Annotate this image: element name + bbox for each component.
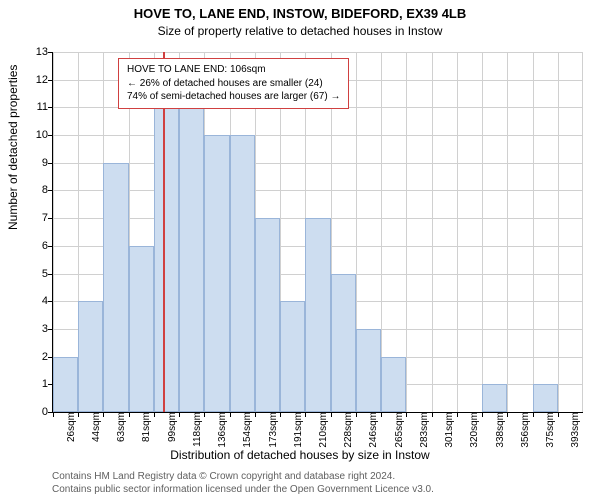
x-tick-label: 118sqm [192, 412, 198, 447]
x-tick-label: 154sqm [242, 412, 248, 448]
x-tick [507, 412, 508, 417]
bar [305, 218, 330, 412]
x-tick-label: 320sqm [469, 412, 475, 448]
x-tick-label: 265sqm [394, 412, 400, 448]
gridline-v [507, 52, 508, 412]
bar [179, 107, 204, 412]
x-tick-label: 173sqm [268, 412, 274, 448]
chart-container: HOVE TO LANE END: 106sqm ← 26% of detach… [52, 52, 582, 412]
x-tick-label: 26sqm [66, 412, 72, 442]
footer: Contains HM Land Registry data © Crown c… [52, 470, 434, 496]
y-tick-label: 13 [28, 46, 48, 58]
y-axis-label: Number of detached properties [6, 65, 20, 230]
gridline-h [53, 135, 583, 136]
gridline-h [53, 163, 583, 164]
bar [154, 80, 179, 412]
y-tick-label: 4 [28, 295, 48, 307]
y-tick-label: 0 [28, 406, 48, 418]
y-tick-label: 5 [28, 268, 48, 280]
bar [129, 246, 154, 412]
x-tick [255, 412, 256, 417]
x-tick-label: 283sqm [419, 412, 425, 448]
gridline-v [582, 52, 583, 412]
x-tick [53, 412, 54, 417]
bar [482, 384, 507, 412]
gridline-v [432, 52, 433, 412]
x-tick [533, 412, 534, 417]
x-tick [457, 412, 458, 417]
x-tick [280, 412, 281, 417]
gridline-h [53, 190, 583, 191]
bar [331, 274, 356, 412]
bar [78, 301, 103, 412]
gridline-v [457, 52, 458, 412]
x-tick [129, 412, 130, 417]
x-tick [154, 412, 155, 417]
y-tick-label: 10 [28, 129, 48, 141]
y-tick-label: 9 [28, 157, 48, 169]
x-tick [432, 412, 433, 417]
footer-line1: Contains HM Land Registry data © Crown c… [52, 470, 434, 483]
bar [280, 301, 305, 412]
x-tick [482, 412, 483, 417]
x-tick-label: 44sqm [91, 412, 97, 442]
annotation-line1: HOVE TO LANE END: 106sqm [127, 63, 340, 77]
x-tick-label: 99sqm [167, 412, 173, 442]
x-tick-label: 375sqm [545, 412, 551, 448]
y-tick-label: 7 [28, 212, 48, 224]
x-tick-label: 136sqm [217, 412, 223, 448]
x-tick [331, 412, 332, 417]
y-tick-label: 2 [28, 351, 48, 363]
x-tick-label: 210sqm [318, 412, 324, 448]
x-tick [103, 412, 104, 417]
y-tick-label: 12 [28, 74, 48, 86]
x-tick [305, 412, 306, 417]
bar [53, 357, 78, 412]
x-tick [558, 412, 559, 417]
footer-line2: Contains public sector information licen… [52, 483, 434, 496]
plot-area: HOVE TO LANE END: 106sqm ← 26% of detach… [52, 52, 583, 413]
bar [204, 135, 229, 412]
x-tick [230, 412, 231, 417]
x-tick-label: 393sqm [570, 412, 576, 448]
x-tick [78, 412, 79, 417]
y-tick-label: 6 [28, 240, 48, 252]
y-tick-label: 8 [28, 184, 48, 196]
bar [381, 357, 406, 412]
y-tick-label: 3 [28, 323, 48, 335]
x-tick [179, 412, 180, 417]
bar [533, 384, 558, 412]
x-tick-label: 356sqm [520, 412, 526, 448]
x-tick-label: 63sqm [116, 412, 122, 442]
x-tick [204, 412, 205, 417]
x-axis-label: Distribution of detached houses by size … [0, 448, 600, 462]
y-tick-label: 11 [28, 101, 48, 113]
bar [230, 135, 255, 412]
x-tick-label: 246sqm [368, 412, 374, 448]
chart-title: HOVE TO, LANE END, INSTOW, BIDEFORD, EX3… [0, 6, 600, 21]
x-tick-label: 191sqm [293, 412, 299, 448]
bar [356, 329, 381, 412]
bar [255, 218, 280, 412]
x-tick [406, 412, 407, 417]
annotation-box: HOVE TO LANE END: 106sqm ← 26% of detach… [118, 58, 349, 109]
gridline-v [533, 52, 534, 412]
x-tick-label: 228sqm [343, 412, 349, 448]
gridline-v [482, 52, 483, 412]
x-tick [356, 412, 357, 417]
chart-subtitle: Size of property relative to detached ho… [0, 24, 600, 38]
y-tick-label: 1 [28, 378, 48, 390]
bar [103, 163, 128, 412]
annotation-line2: ← 26% of detached houses are smaller (24… [127, 77, 340, 91]
gridline-v [558, 52, 559, 412]
gridline-h [53, 52, 583, 53]
x-tick-label: 301sqm [444, 412, 450, 448]
gridline-v [406, 52, 407, 412]
annotation-line3: 74% of semi-detached houses are larger (… [127, 90, 340, 104]
x-tick-label: 81sqm [141, 412, 147, 442]
x-tick-label: 338sqm [495, 412, 501, 448]
x-tick [381, 412, 382, 417]
